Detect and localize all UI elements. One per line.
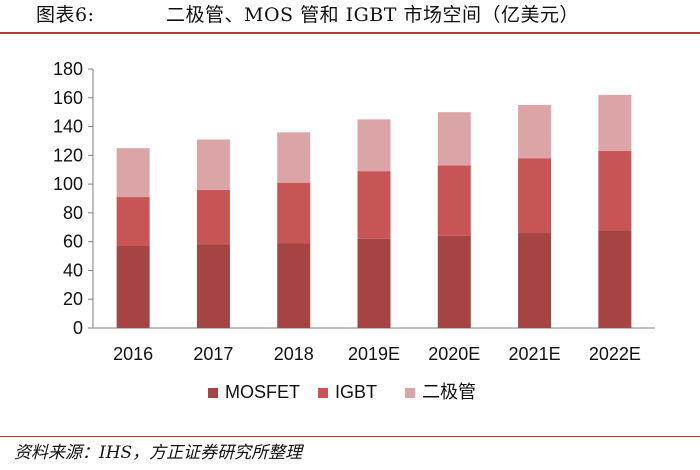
x-tick-label: 2022E [589, 344, 641, 364]
source-note: 资料来源：IHS，方正证券研究所整理 [14, 443, 303, 463]
stacked-bar-chart: 0 20 40 60 80 100 120 140 160 180 2016 2017 2018 2019… [53, 59, 655, 402]
x-tick-label: 2017 [193, 344, 233, 364]
y-tick-label: 120 [53, 145, 83, 165]
x-tick-label: 2020E [428, 344, 480, 364]
bar-segment [196, 244, 230, 328]
bar-segment [518, 104, 552, 159]
bar-segment [116, 148, 150, 198]
figure-title: 图表6: 二极管、MOS 管和 IGBT 市场空间（亿美元） [0, 0, 700, 30]
bar-segment [518, 158, 552, 234]
bar-segment [598, 230, 632, 328]
y-tick-label: 100 [53, 174, 83, 194]
y-tick-label: 60 [63, 232, 83, 252]
legend-label: IGBT [335, 382, 377, 402]
y-tick-label: 140 [53, 117, 83, 137]
bar-segment [277, 132, 311, 183]
legend-label: 二极管 [422, 382, 476, 402]
bar-segment [277, 243, 311, 328]
bar-segment [437, 235, 471, 328]
y-tick-label: 180 [53, 59, 83, 79]
figure-label: 图表6: [36, 4, 95, 26]
bar-segment [357, 119, 391, 172]
legend-swatch [208, 388, 218, 398]
bar-segment [437, 165, 471, 236]
legend-swatch [405, 388, 415, 398]
bar-segment [116, 197, 150, 246]
bar-segment [518, 233, 552, 328]
bar-segment [196, 139, 230, 190]
top-rule [0, 32, 700, 34]
bar-segment [598, 151, 632, 231]
bar-segment [196, 189, 230, 245]
legend-label: MOSFET [225, 382, 300, 402]
y-tick-label: 40 [63, 260, 83, 280]
y-tick-label: 0 [73, 318, 83, 338]
bar-segment [116, 245, 150, 328]
bar-segment [437, 112, 471, 166]
x-tick-label: 2016 [113, 344, 153, 364]
x-tick-label: 2021E [509, 344, 561, 364]
y-tick-label: 160 [53, 88, 83, 108]
bar-segment [598, 94, 632, 152]
legend-swatch [318, 388, 328, 398]
bar-segment [277, 182, 311, 244]
figure-title-text: 二极管、MOS 管和 IGBT 市场空间（亿美元） [166, 4, 579, 26]
x-tick-label: 2019E [348, 344, 400, 364]
y-tick-label: 80 [63, 203, 83, 223]
bar-segment [357, 238, 391, 328]
bottom-rule [0, 436, 700, 437]
x-tick-label: 2018 [274, 344, 314, 364]
bar-segment [357, 171, 391, 239]
y-tick-label: 20 [63, 289, 83, 309]
